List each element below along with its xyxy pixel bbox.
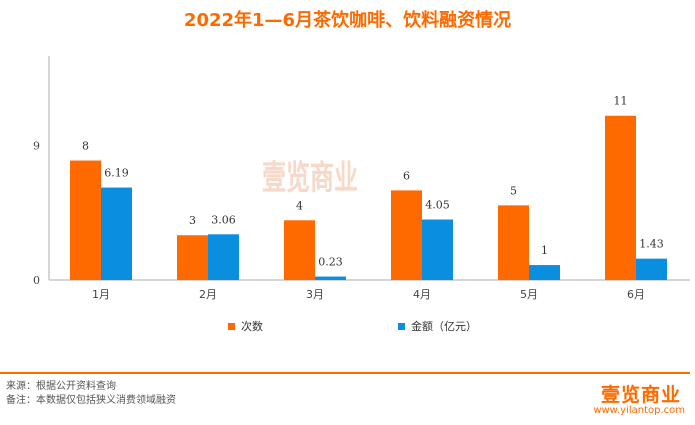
data-label: 0.23 xyxy=(318,256,343,269)
footer-divider xyxy=(0,372,690,374)
bar-count xyxy=(70,160,101,280)
data-label: 6.19 xyxy=(104,167,129,180)
bar-amount xyxy=(422,219,453,280)
x-tick-label: 3月 xyxy=(306,288,324,301)
source-note: 来源：根据公开资料查询 xyxy=(6,381,116,392)
data-label: 1.43 xyxy=(639,238,664,251)
data-label: 8 xyxy=(82,140,89,153)
bar-amount xyxy=(636,258,667,280)
data-label: 3 xyxy=(189,214,196,227)
x-tick-label: 5月 xyxy=(520,288,538,301)
bar-count xyxy=(605,115,636,280)
bar-amount xyxy=(101,187,132,280)
bar-amount xyxy=(208,234,239,280)
legend-swatch-amount xyxy=(398,322,405,330)
data-label: 5 xyxy=(510,184,517,197)
data-label: 4 xyxy=(296,199,303,212)
bar-count xyxy=(498,205,529,280)
x-tick-label: 4月 xyxy=(413,288,431,301)
chart-title: 2022年1—6月茶饮咖啡、饮料融资情况 xyxy=(183,10,512,31)
legend-swatch-count xyxy=(228,322,235,330)
bar-count xyxy=(284,220,315,280)
bar-count xyxy=(391,190,422,280)
y-tick-label: 9 xyxy=(33,140,40,153)
brand-logo: 壹览商业 xyxy=(600,384,681,406)
y-tick-label: 0 xyxy=(33,274,40,287)
legend-item-amount: 金额（亿元） xyxy=(398,318,477,334)
bar-chart: 0 9 1月 8 6.19 2月 3 3.06 3月 4 0.23 4月 6 4.05 5月 5 1 6月 11 1.… xyxy=(33,56,690,301)
x-tick-label: 6月 xyxy=(627,288,645,301)
bar-amount xyxy=(529,265,560,280)
legend-label-amount: 金额（亿元） xyxy=(411,320,477,333)
data-label: 4.05 xyxy=(425,199,450,212)
legend-label-count: 次数 xyxy=(241,320,263,333)
legend-item-count: 次数 xyxy=(228,318,263,334)
data-label: 6 xyxy=(403,169,410,182)
bar-count xyxy=(177,235,208,280)
brand-url: www.yilantop.com xyxy=(593,405,685,416)
bar-amount xyxy=(315,276,346,280)
x-tick-label: 1月 xyxy=(92,288,110,301)
data-label: 11 xyxy=(614,95,628,108)
data-label: 1 xyxy=(541,244,548,257)
remark-note: 备注：本数据仅包括狭义消费领域融资 xyxy=(6,395,176,406)
data-label: 3.06 xyxy=(211,213,236,226)
x-tick-label: 2月 xyxy=(199,288,217,301)
watermark: 壹览商业 xyxy=(262,158,358,198)
